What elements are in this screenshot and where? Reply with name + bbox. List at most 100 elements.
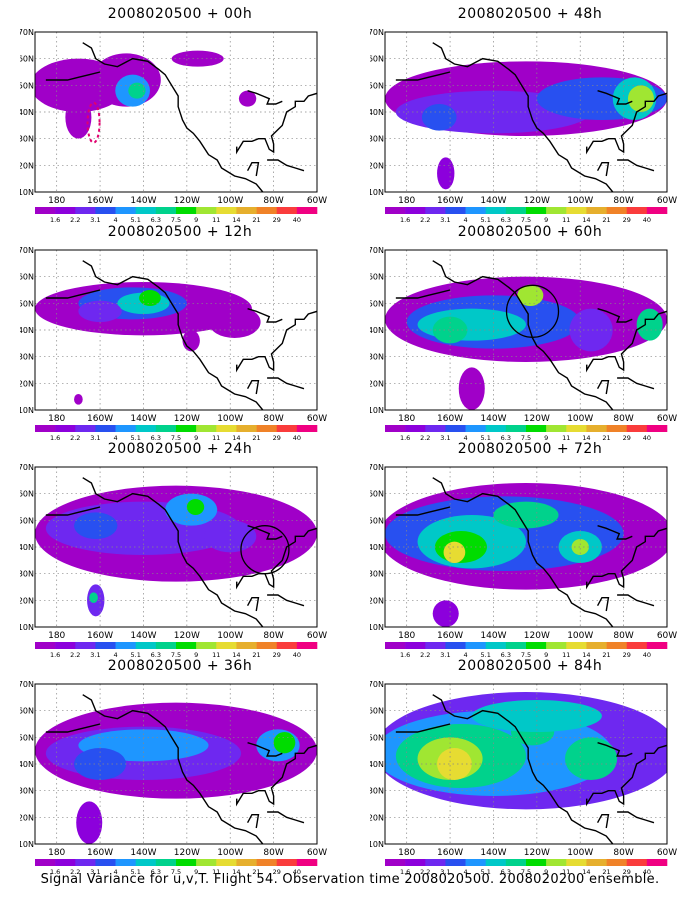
colorbar-label: 4 — [114, 434, 118, 442]
coastline — [617, 811, 655, 824]
colorbar-swatch — [385, 207, 406, 214]
coastline — [597, 524, 633, 540]
map-panel: 2008020500 + 48h 70N 60N 50N 40N 30N 20N 10N 180… — [370, 6, 690, 224]
colorbar-swatch — [155, 859, 177, 866]
colorbar-swatch — [566, 425, 587, 432]
colorbar-swatch — [505, 425, 527, 432]
lon-label: 80W — [263, 848, 283, 858]
colorbar-swatch — [546, 642, 567, 649]
colorbar-label: 21 — [602, 868, 610, 876]
colorbar-swatch — [425, 207, 446, 214]
colorbar-swatch — [586, 859, 607, 866]
colorbar-label: 40 — [293, 216, 301, 224]
colorbar-swatch — [55, 207, 76, 214]
colorbar-label: 5.1 — [481, 434, 491, 442]
colorbar-label: 4 — [114, 216, 118, 224]
colorbar-swatch — [606, 859, 628, 866]
colorbar-swatch — [256, 859, 278, 866]
colorbar-label: 2.2 — [420, 434, 430, 442]
colorbar-swatch — [155, 207, 177, 214]
colorbar-swatch — [465, 642, 487, 649]
colorbar-swatch — [526, 642, 547, 649]
colorbar-label: 1.6 — [50, 216, 60, 224]
lat-label: 60N — [20, 707, 34, 716]
variance-map: 70N 60N 50N 40N 30N 20N 10N 180 160W 140W 120W 100W… — [20, 463, 327, 659]
lon-label: 80W — [263, 631, 283, 641]
colorbar-swatch — [35, 859, 56, 866]
colorbar-label: 6.3 — [151, 651, 161, 659]
variance-contour — [571, 539, 589, 555]
variance-map: 70N 60N 50N 40N 30N 20N 10N 180 160W 140W 120W 100W… — [370, 680, 677, 876]
lon-label: 180 — [48, 414, 65, 424]
colorbar-swatch — [445, 425, 466, 432]
target-circle — [240, 525, 290, 575]
colorbar-label: 1.6 — [50, 651, 60, 659]
lat-label: 40N — [370, 543, 384, 552]
colorbar-swatch — [606, 642, 628, 649]
colorbar-label: 11 — [562, 434, 570, 442]
lat-label: 40N — [20, 760, 34, 769]
colorbar-swatch — [276, 859, 298, 866]
lon-label: 160W — [437, 631, 463, 641]
lat-label: 60N — [370, 273, 384, 282]
variance-map: 70N 60N 50N 40N 30N 20N 10N 180 160W 140W 120W 100W… — [370, 28, 677, 224]
colorbar-swatch — [75, 207, 96, 214]
colorbar-label: 21 — [252, 868, 260, 876]
lat-label: 30N — [370, 787, 384, 796]
colorbar-label: 29 — [623, 216, 631, 224]
colorbar-label: 29 — [273, 868, 281, 876]
lon-label: 180 — [398, 631, 415, 641]
lon-label: 180 — [398, 414, 415, 424]
coastline — [395, 71, 451, 81]
lon-label: 160W — [87, 848, 113, 858]
colorbar-swatch — [155, 425, 177, 432]
coastline — [236, 92, 317, 155]
colorbar-label: 3.1 — [440, 868, 450, 876]
coastline — [236, 527, 317, 590]
lat-label: 30N — [370, 135, 384, 144]
variance-map: 70N 60N 50N 40N 30N 20N 10N 180 160W 140W 120W 100W… — [20, 28, 327, 224]
lon-label: 60W — [657, 196, 677, 206]
colorbar-label: 5.1 — [131, 434, 141, 442]
colorbar-label: 11 — [212, 434, 220, 442]
coastline — [395, 289, 451, 299]
coastline — [236, 310, 317, 373]
coastline — [432, 477, 614, 627]
colorbar-label: 21 — [602, 651, 610, 659]
colorbar-label: 6.3 — [151, 434, 161, 442]
colorbar-swatch — [586, 425, 607, 432]
colorbar-swatch — [526, 425, 547, 432]
colorbar-swatch — [405, 642, 426, 649]
panel-title: 2008020500 + 24h — [107, 441, 253, 457]
lat-label: 60N — [370, 707, 384, 716]
variance-contour — [565, 737, 618, 780]
colorbar-swatch — [425, 425, 446, 432]
lat-label: 10N — [370, 406, 384, 415]
colorbar-label: 1.6 — [400, 651, 410, 659]
colorbar-label: 6.3 — [151, 868, 161, 876]
variance-contour — [432, 316, 468, 344]
colorbar-label: 21 — [252, 651, 260, 659]
colorbar-swatch — [505, 207, 527, 214]
colorbar-swatch — [276, 425, 298, 432]
colorbar-swatch — [55, 425, 76, 432]
coastline — [617, 377, 655, 390]
variance-contour — [186, 499, 205, 515]
colorbar-swatch — [196, 642, 217, 649]
coastline — [267, 377, 305, 390]
colorbar-label: 9 — [194, 651, 198, 659]
variance-contour — [437, 748, 472, 780]
lat-label: 50N — [370, 81, 384, 90]
colorbar-label: 1.6 — [400, 434, 410, 442]
lat-label: 20N — [20, 161, 34, 170]
lon-label: 60W — [307, 196, 327, 206]
lat-label: 20N — [20, 596, 34, 605]
colorbar-swatch — [276, 642, 298, 649]
colorbar-label: 3.1 — [90, 216, 100, 224]
lon-label: 120W — [524, 196, 550, 206]
coastline — [82, 42, 264, 192]
colorbar-swatch — [485, 859, 507, 866]
colorbar-label: 7.5 — [521, 434, 531, 442]
colorbar-label: 4 — [114, 868, 118, 876]
variance-contour — [139, 290, 161, 306]
